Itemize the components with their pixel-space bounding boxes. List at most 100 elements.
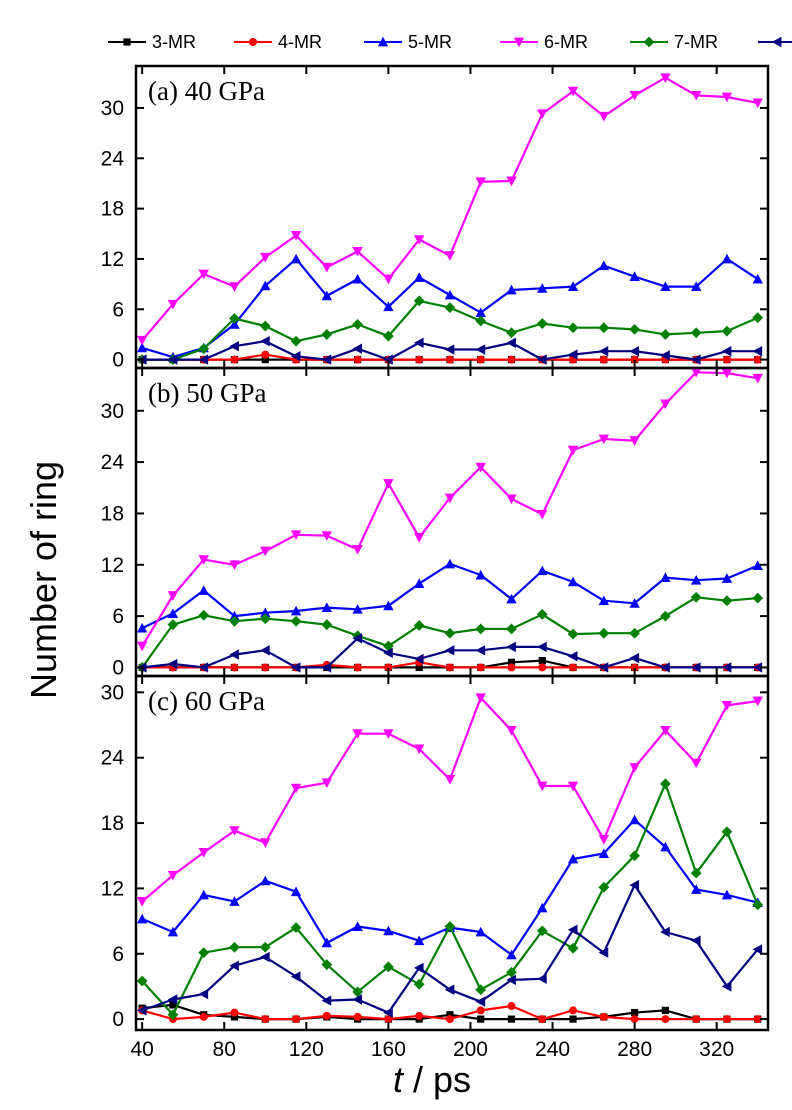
data-point — [690, 574, 702, 585]
data-point — [290, 530, 302, 541]
data-point — [136, 622, 148, 633]
data-point — [721, 92, 733, 103]
y-tick-label: 18 — [101, 812, 124, 835]
data-point — [321, 662, 332, 673]
data-point — [413, 272, 425, 282]
data-point — [661, 1006, 670, 1014]
data-point — [167, 619, 179, 631]
data-point — [229, 896, 240, 906]
data-point — [629, 90, 640, 101]
data-point — [383, 274, 394, 285]
data-point — [629, 271, 640, 281]
x-tick-label: 80 — [213, 1038, 236, 1061]
legend-label: 6-MR — [544, 32, 588, 52]
data-point — [198, 555, 209, 565]
data-point — [229, 340, 239, 352]
data-point — [660, 281, 671, 292]
data-point — [415, 663, 423, 672]
data-point — [321, 778, 333, 788]
series-5-mr — [136, 253, 763, 362]
data-point — [321, 329, 333, 340]
data-point — [538, 657, 546, 665]
data-point — [567, 322, 579, 334]
y-tick-label: 24 — [101, 147, 125, 170]
data-point — [290, 971, 301, 982]
data-point — [383, 925, 394, 936]
data-point — [290, 783, 302, 794]
data-point — [321, 262, 333, 273]
data-point — [321, 959, 333, 971]
data-point — [169, 1001, 177, 1009]
data-point — [475, 462, 486, 473]
panel-frame — [134, 366, 770, 678]
data-point — [660, 926, 670, 938]
data-point — [506, 726, 517, 736]
data-point — [506, 284, 517, 295]
data-point — [352, 604, 363, 614]
data-point — [321, 619, 333, 631]
data-point — [537, 354, 547, 365]
data-point — [413, 578, 425, 589]
data-point — [415, 1011, 424, 1020]
data-point — [537, 641, 547, 653]
series-6-mr — [136, 693, 763, 907]
data-point — [415, 355, 424, 364]
data-point — [136, 975, 148, 987]
data-point — [506, 966, 517, 978]
data-point — [569, 663, 578, 672]
data-point — [660, 399, 671, 410]
data-point — [753, 1015, 762, 1024]
data-point — [229, 560, 240, 570]
data-point — [507, 1002, 516, 1011]
data-point — [567, 853, 579, 864]
y-tick-label: 6 — [112, 943, 124, 966]
legend-label: 4-MR — [278, 32, 322, 52]
data-point — [721, 325, 733, 337]
data-point — [507, 658, 516, 666]
data-point — [260, 546, 271, 557]
panel-title: (b) 50 GPa — [148, 378, 266, 408]
data-point — [444, 251, 456, 261]
legend-item-8-mr: 8-MR — [758, 36, 792, 48]
data-point — [567, 942, 579, 954]
data-point — [537, 902, 548, 913]
data-point — [752, 899, 764, 911]
data-point — [444, 493, 456, 504]
data-point — [660, 350, 670, 361]
data-point — [167, 591, 179, 601]
data-point — [690, 884, 702, 894]
data-point — [660, 329, 671, 340]
y-tick-label: 6 — [112, 298, 124, 321]
data-point — [230, 663, 239, 672]
data-point — [198, 609, 210, 621]
legend-label: 7-MR — [674, 32, 718, 52]
data-point — [383, 479, 394, 489]
data-point — [598, 322, 610, 334]
y-tick-label: 24 — [101, 747, 125, 770]
y-tick-label: 30 — [101, 97, 124, 120]
data-point — [352, 246, 363, 257]
x-axis: 40 80 120 160 200 240 280 320 — [130, 1038, 734, 1061]
data-point — [413, 235, 425, 245]
data-point — [229, 282, 240, 292]
data-point — [260, 875, 271, 886]
data-point — [352, 273, 363, 284]
data-point — [753, 355, 762, 364]
data-point — [413, 295, 425, 307]
data-point — [752, 662, 763, 673]
legend-item-3-mr: 3-MR — [108, 32, 196, 52]
data-point — [136, 641, 148, 652]
data-point — [567, 349, 578, 360]
x-tick-label: 320 — [699, 1038, 734, 1061]
data-point — [538, 1015, 547, 1024]
legend-label: 3-MR — [152, 32, 196, 52]
data-point — [660, 610, 671, 622]
data-point — [721, 662, 732, 673]
data-point — [631, 1008, 639, 1017]
data-point — [198, 354, 209, 365]
series-8-mr — [136, 335, 763, 365]
series-7-mr — [136, 591, 764, 673]
data-point — [229, 826, 240, 836]
data-point — [630, 1015, 639, 1024]
data-point — [629, 324, 641, 335]
